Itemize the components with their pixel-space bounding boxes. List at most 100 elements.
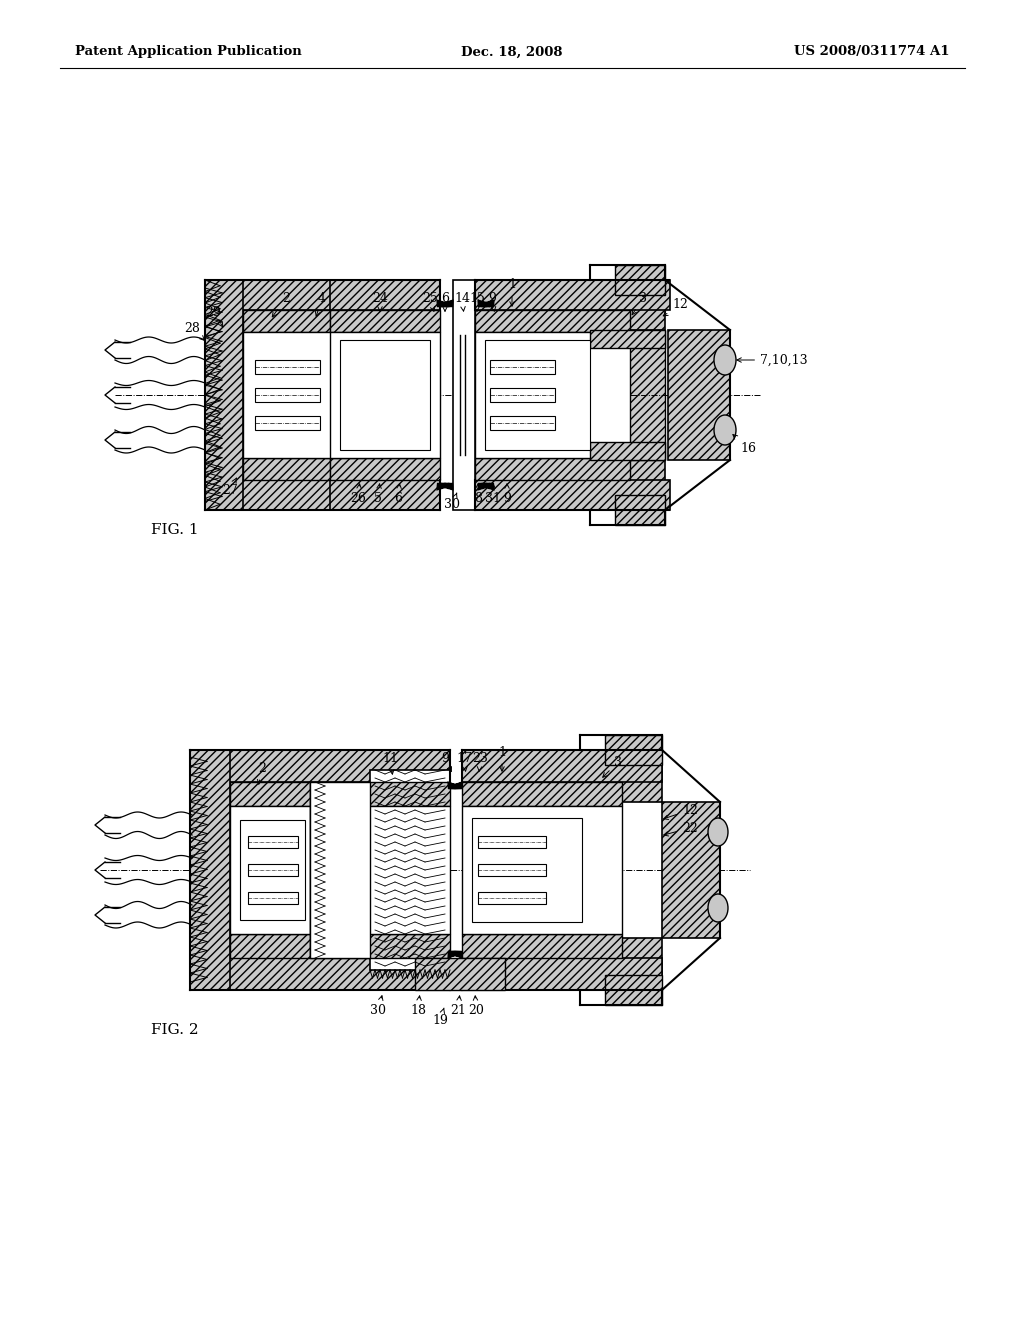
- Bar: [475, 458, 630, 480]
- Text: FIG. 1: FIG. 1: [152, 523, 199, 537]
- Text: 6: 6: [394, 484, 402, 504]
- Text: 6: 6: [441, 292, 449, 312]
- Bar: [590, 280, 665, 330]
- Bar: [255, 360, 319, 374]
- Bar: [310, 781, 450, 807]
- Bar: [462, 935, 622, 958]
- Text: 8: 8: [474, 484, 482, 504]
- Bar: [330, 480, 440, 510]
- Bar: [248, 892, 298, 904]
- Bar: [478, 865, 546, 876]
- Bar: [255, 416, 319, 430]
- Bar: [310, 807, 450, 935]
- Bar: [475, 310, 630, 333]
- Bar: [590, 442, 665, 459]
- Bar: [475, 333, 630, 458]
- Text: 28: 28: [184, 322, 204, 341]
- Text: 11: 11: [382, 751, 398, 775]
- Bar: [230, 935, 310, 958]
- Text: 22: 22: [664, 821, 697, 836]
- Bar: [590, 330, 665, 459]
- Bar: [478, 836, 546, 847]
- Ellipse shape: [708, 894, 728, 921]
- Bar: [605, 735, 662, 766]
- Bar: [340, 341, 430, 450]
- Bar: [590, 459, 665, 510]
- Text: 12: 12: [664, 804, 698, 820]
- Text: 4: 4: [315, 292, 326, 317]
- Bar: [248, 865, 298, 876]
- Bar: [205, 280, 440, 310]
- Text: Patent Application Publication: Patent Application Publication: [75, 45, 302, 58]
- Bar: [485, 341, 590, 450]
- Text: 23: 23: [472, 751, 488, 771]
- Bar: [580, 939, 662, 990]
- Bar: [255, 388, 319, 403]
- Text: 16: 16: [733, 434, 756, 454]
- Bar: [230, 807, 310, 935]
- Text: 17: 17: [456, 751, 472, 771]
- Text: 15: 15: [469, 292, 485, 312]
- Text: 12: 12: [664, 298, 688, 315]
- Text: 26: 26: [350, 484, 366, 504]
- Bar: [590, 330, 665, 348]
- Text: 30: 30: [370, 995, 386, 1016]
- Text: 20: 20: [468, 995, 484, 1016]
- Text: 27: 27: [222, 478, 238, 496]
- Bar: [330, 310, 440, 333]
- Text: 18: 18: [410, 995, 426, 1016]
- Bar: [190, 750, 450, 781]
- Bar: [370, 770, 450, 970]
- Bar: [310, 935, 450, 958]
- Text: 30: 30: [444, 494, 460, 511]
- Ellipse shape: [714, 414, 736, 445]
- Bar: [490, 416, 555, 430]
- Text: 5: 5: [374, 484, 382, 504]
- Bar: [190, 750, 230, 990]
- Bar: [243, 310, 330, 333]
- Bar: [330, 280, 440, 310]
- Ellipse shape: [714, 345, 736, 375]
- Text: 19: 19: [432, 1008, 447, 1027]
- Bar: [190, 958, 450, 990]
- Bar: [240, 820, 305, 920]
- Text: FIG. 2: FIG. 2: [152, 1023, 199, 1038]
- Bar: [462, 807, 622, 935]
- Text: 24: 24: [372, 292, 388, 312]
- Bar: [462, 958, 662, 990]
- Bar: [330, 333, 440, 458]
- Bar: [490, 360, 555, 374]
- Text: Dec. 18, 2008: Dec. 18, 2008: [461, 45, 563, 58]
- Text: 2: 2: [272, 292, 290, 317]
- Bar: [415, 958, 505, 990]
- Text: 3: 3: [632, 292, 647, 314]
- Bar: [205, 280, 243, 510]
- Text: 1: 1: [508, 279, 516, 306]
- Bar: [580, 750, 662, 803]
- Bar: [662, 803, 720, 939]
- Text: 14: 14: [454, 292, 470, 312]
- Bar: [475, 280, 670, 310]
- Bar: [243, 458, 330, 480]
- Text: US 2008/0311774 A1: US 2008/0311774 A1: [795, 45, 950, 58]
- Bar: [490, 388, 555, 403]
- Bar: [243, 333, 340, 458]
- Text: 9: 9: [503, 484, 511, 504]
- Bar: [453, 280, 475, 510]
- Bar: [615, 495, 665, 525]
- Text: 9: 9: [441, 751, 452, 771]
- Text: 3: 3: [603, 755, 622, 777]
- Text: 2: 2: [257, 762, 266, 784]
- Bar: [230, 781, 310, 807]
- Bar: [462, 750, 662, 781]
- Text: 29: 29: [205, 305, 223, 327]
- Text: 31: 31: [485, 484, 501, 504]
- Bar: [205, 480, 440, 510]
- Bar: [615, 265, 665, 294]
- Ellipse shape: [708, 818, 728, 846]
- Bar: [605, 975, 662, 1005]
- Text: 1: 1: [498, 746, 506, 771]
- Bar: [478, 892, 546, 904]
- Bar: [248, 836, 298, 847]
- Bar: [668, 330, 730, 459]
